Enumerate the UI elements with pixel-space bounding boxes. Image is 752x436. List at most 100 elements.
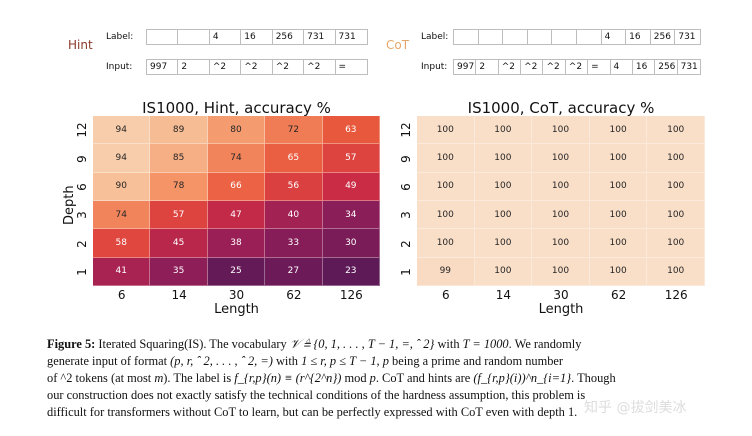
heatmap-cell: 100 xyxy=(589,257,648,286)
token-cell: 2 xyxy=(178,60,210,74)
y-tick-label: 2 xyxy=(399,239,413,248)
token-cell: 16 xyxy=(633,60,656,74)
token-cell: ^2 xyxy=(241,60,273,74)
x-tick-label: 14 xyxy=(171,288,187,302)
y-tick-label: 12 xyxy=(399,122,413,138)
heatmap-cell: 100 xyxy=(589,229,648,258)
token-cell: ^2 xyxy=(543,60,566,74)
heatmap-cell: 100 xyxy=(589,172,648,201)
y-tick-label: 9 xyxy=(399,154,413,163)
heatmap-cell: 100 xyxy=(474,201,533,230)
hint-x-axis-label: Length xyxy=(214,302,259,317)
x-tick-label: 62 xyxy=(286,288,302,302)
heatmap-cell: 100 xyxy=(647,116,705,145)
heatmap-cell: 100 xyxy=(417,172,475,201)
heatmap-cell: 100 xyxy=(417,116,475,145)
token-cell: 731 xyxy=(304,30,336,44)
heatmap-cell: 57 xyxy=(150,201,208,230)
token-cell: 256 xyxy=(655,60,678,74)
heatmap-cell: 40 xyxy=(265,201,323,230)
heatmap-cell: 100 xyxy=(474,229,533,258)
hint-input-row: 997 2 ^2 ^2 ^2 ^2 = xyxy=(146,59,368,75)
token-cell: = xyxy=(588,60,611,74)
heatmap-cell: 89 xyxy=(150,116,208,145)
token-cell xyxy=(178,30,210,44)
heatmap-cell: 63 xyxy=(322,116,380,145)
heatmap-cell: 34 xyxy=(322,201,380,230)
caption-line-1: Figure 5: Iterated Squaring(IS). The voc… xyxy=(47,336,721,353)
token-cell: ^2 xyxy=(273,60,305,74)
token-cell xyxy=(147,30,179,44)
heatmap-cell: 90 xyxy=(93,172,151,201)
token-cell xyxy=(503,30,528,44)
x-tick-label: 6 xyxy=(117,288,126,302)
heatmap-cell: 100 xyxy=(589,116,648,145)
heatmap-cell: 99 xyxy=(417,257,475,286)
token-cell: 997 xyxy=(454,60,477,74)
token-cell: 997 xyxy=(147,60,179,74)
cot-chart-title: IS1000, CoT, accuracy % xyxy=(467,99,655,117)
heatmap-cell: 100 xyxy=(474,144,533,173)
token-cell xyxy=(479,30,504,44)
heatmap-cell: 56 xyxy=(265,172,323,201)
y-tick-label: 1 xyxy=(399,268,413,276)
x-tick-label: 30 xyxy=(228,288,245,302)
cot-label-row: 4 16 256 731 xyxy=(453,29,701,45)
heatmap-cell: 72 xyxy=(265,116,323,145)
caption-math: 1 ≤ r, p ≤ T − 1 xyxy=(301,354,377,368)
caption-math: p xyxy=(382,354,389,368)
y-tick-label: 6 xyxy=(75,183,89,191)
hint-input-row-label: Input: xyxy=(106,62,133,72)
token-cell: = xyxy=(338,62,347,72)
caption-text: being a prime and random number xyxy=(388,354,564,368)
token-cell xyxy=(528,30,553,44)
token-cell: ^2 xyxy=(210,60,242,74)
hint-heatmap-grid: 94 89 80 72 63 94 85 74 65 57 90 78 66 56 49 74 57 47 40 34… xyxy=(93,116,380,286)
y-tick-label: 3 xyxy=(75,211,89,219)
heatmap-cell: 100 xyxy=(532,229,590,258)
y-tick-label: 9 xyxy=(75,154,89,163)
y-tick-label: 12 xyxy=(75,122,89,138)
heatmap-cell: 100 xyxy=(647,257,705,286)
cot-input-row-label: Input: xyxy=(421,62,448,72)
heatmap-cell: 27 xyxy=(265,257,323,286)
caption-math: 𝒱 ≜ {0, 1, . . . , T − 1, =, ˆ 2} xyxy=(289,337,435,351)
heatmap-cell: 100 xyxy=(532,172,590,201)
y-tick-label: 2 xyxy=(75,239,89,248)
hint-label-row-label: Label: xyxy=(106,32,134,42)
y-tick-label: 3 xyxy=(399,211,413,219)
figure-caption: Figure 5: Iterated Squaring(IS). The voc… xyxy=(47,336,721,421)
caption-text: Iterated Squaring(IS). The vocabulary xyxy=(95,337,290,351)
token-cell xyxy=(552,30,577,44)
cot-tag: CoT xyxy=(386,38,410,52)
cot-x-ticks: 6 14 30 62 126 xyxy=(417,288,705,304)
caption-text: , xyxy=(376,354,383,368)
heatmap-cell: 57 xyxy=(322,144,380,173)
token-cell xyxy=(577,30,602,44)
caption-math: f_{r,p}(n) ≡ (r^{2^n}) xyxy=(234,371,342,385)
heatmap-cell: 100 xyxy=(589,144,648,173)
caption-math: T = 1000 xyxy=(462,337,509,351)
caption-text: . Though xyxy=(571,371,616,385)
caption-text: . CoT and hints are xyxy=(375,371,474,385)
heatmap-cell: 35 xyxy=(150,257,208,286)
caption-math: m xyxy=(154,371,164,385)
caption-text: of ^2 tokens (at most xyxy=(47,371,155,385)
heatmap-cell: 94 xyxy=(93,144,151,173)
x-tick-label: 14 xyxy=(495,288,512,302)
caption-line-3: of ^2 tokens (at most m). The label is f… xyxy=(47,370,721,387)
x-tick-label: 126 xyxy=(339,288,363,302)
cot-x-axis-label: Length xyxy=(538,302,584,317)
token-cell: 731 xyxy=(338,32,356,42)
x-tick-label: 62 xyxy=(610,288,627,302)
heatmap-cell: 38 xyxy=(207,229,266,258)
cot-y-ticks: 12 9 6 3 2 1 xyxy=(396,116,416,286)
token-cell: ^2 xyxy=(304,60,336,74)
heatmap-cell: 41 xyxy=(93,257,151,286)
token-cell: ^2 xyxy=(521,60,544,74)
y-tick-label: 6 xyxy=(399,183,413,191)
hint-x-ticks: 6 14 30 62 126 xyxy=(93,288,380,304)
heatmap-cell: 85 xyxy=(150,144,208,173)
heatmap-cell: 47 xyxy=(207,201,266,230)
caption-math: p xyxy=(369,371,376,385)
